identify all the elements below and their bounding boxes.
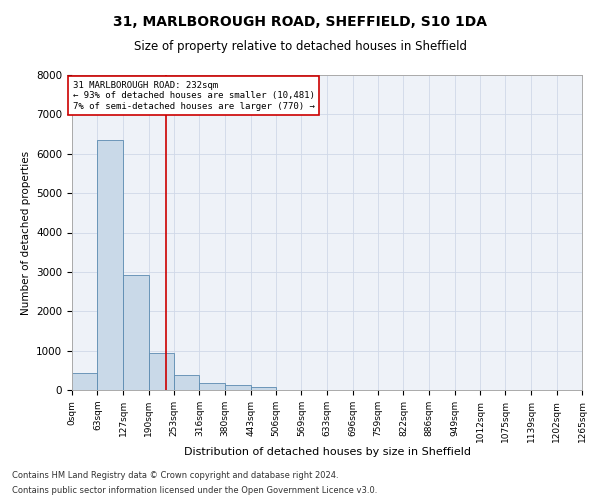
Bar (72, 373, 97, 390)
X-axis label: Distribution of detached houses by size in Sheffield: Distribution of detached houses by size … (184, 448, 470, 458)
Text: Size of property relative to detached houses in Sheffield: Size of property relative to detached ho… (133, 40, 467, 53)
Text: Contains public sector information licensed under the Open Government Licence v3: Contains public sector information licen… (12, 486, 377, 495)
Text: 31 MARLBOROUGH ROAD: 232sqm
← 93% of detached houses are smaller (10,481)
7% of : 31 MARLBOROUGH ROAD: 232sqm ← 93% of det… (73, 81, 314, 110)
Bar (199, 383, 225, 390)
Bar (97, 140, 123, 390)
Bar (225, 386, 251, 390)
Y-axis label: Number of detached properties: Number of detached properties (20, 150, 31, 314)
Bar (251, 387, 276, 390)
Text: Contains HM Land Registry data © Crown copyright and database right 2024.: Contains HM Land Registry data © Crown c… (12, 471, 338, 480)
Bar (174, 374, 199, 390)
Bar (149, 352, 174, 390)
Text: 31, MARLBOROUGH ROAD, SHEFFIELD, S10 1DA: 31, MARLBOROUGH ROAD, SHEFFIELD, S10 1DA (113, 15, 487, 29)
Bar (123, 275, 149, 390)
